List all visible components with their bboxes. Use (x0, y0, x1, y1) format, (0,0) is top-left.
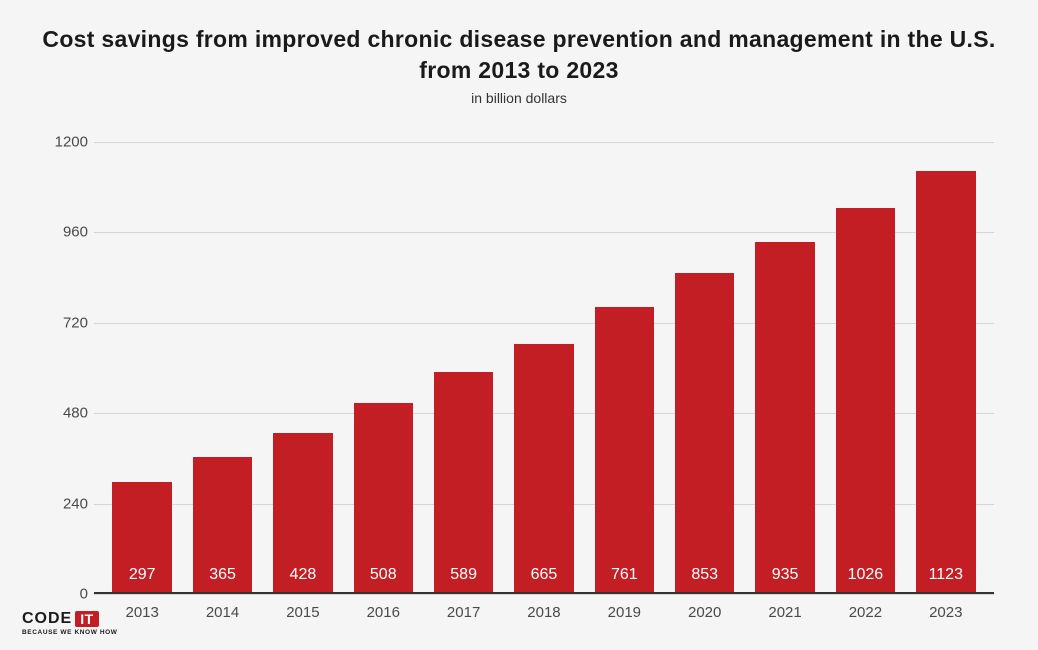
y-axis-tick: 960 (34, 224, 88, 241)
y-axis-tick: 1200 (34, 134, 88, 151)
x-axis-tick: 2021 (745, 594, 825, 630)
bar-slot: 508 (343, 142, 423, 594)
chart-area: 02404807209601200 2973654285085896657618… (34, 142, 1004, 630)
x-axis-tick: 2014 (182, 594, 262, 630)
bar-slot: 1026 (825, 142, 905, 594)
bars-row: 297 365 428 508 589 665 761 853 935 1026 1123 (94, 142, 994, 594)
bar-slot: 853 (665, 142, 745, 594)
x-axis-tick: 2020 (665, 594, 745, 630)
x-axis: 2013201420152016201720182019202020212022… (94, 594, 994, 630)
bar: 935 (755, 242, 814, 594)
bar: 1123 (916, 171, 975, 594)
bar: 365 (193, 457, 252, 594)
bar: 665 (514, 344, 573, 594)
bar-value-label: 935 (755, 566, 814, 584)
bar: 428 (273, 433, 332, 594)
logo-tagline: BECAUSE WE KNOW HOW (22, 629, 118, 636)
x-axis-tick: 2015 (263, 594, 343, 630)
bar: 853 (675, 273, 734, 594)
bar-value-label: 365 (193, 566, 252, 584)
y-axis-tick: 0 (34, 586, 88, 603)
bar-slot: 665 (504, 142, 584, 594)
logo-text-code: CODE (22, 610, 72, 628)
chart-title: Cost savings from improved chronic disea… (34, 24, 1004, 86)
bar: 589 (434, 372, 493, 594)
y-axis-tick: 240 (34, 495, 88, 512)
bar-value-label: 508 (354, 566, 413, 584)
x-axis-tick: 2017 (423, 594, 503, 630)
bar-value-label: 1123 (916, 566, 975, 584)
chart-subtitle: in billion dollars (34, 90, 1004, 106)
bar: 1026 (836, 208, 895, 594)
bar-value-label: 297 (112, 566, 171, 584)
bar-slot: 297 (102, 142, 182, 594)
bar-slot: 935 (745, 142, 825, 594)
bar-slot: 428 (263, 142, 343, 594)
x-axis-tick: 2018 (504, 594, 584, 630)
logo-text-it: IT (75, 611, 98, 627)
x-axis-tick: 2019 (584, 594, 664, 630)
bar: 508 (354, 403, 413, 594)
bar: 761 (595, 307, 654, 594)
x-axis-tick: 2023 (906, 594, 986, 630)
bar: 297 (112, 482, 171, 594)
bar-slot: 365 (182, 142, 262, 594)
plot-area: 297 365 428 508 589 665 761 853 935 1026 1123 (94, 142, 994, 594)
x-axis-tick: 2016 (343, 594, 423, 630)
bar-value-label: 853 (675, 566, 734, 584)
x-axis-tick: 2022 (825, 594, 905, 630)
bar-slot: 589 (423, 142, 503, 594)
brand-logo: CODE IT BECAUSE WE KNOW HOW (22, 610, 118, 636)
bar-value-label: 428 (273, 566, 332, 584)
bar-value-label: 589 (434, 566, 493, 584)
y-axis-tick: 720 (34, 314, 88, 331)
bar-value-label: 761 (595, 566, 654, 584)
title-block: Cost savings from improved chronic disea… (34, 24, 1004, 106)
bar-value-label: 1026 (836, 566, 895, 584)
bar-value-label: 665 (514, 566, 573, 584)
bar-slot: 1123 (906, 142, 986, 594)
bar-slot: 761 (584, 142, 664, 594)
y-axis-tick: 480 (34, 405, 88, 422)
